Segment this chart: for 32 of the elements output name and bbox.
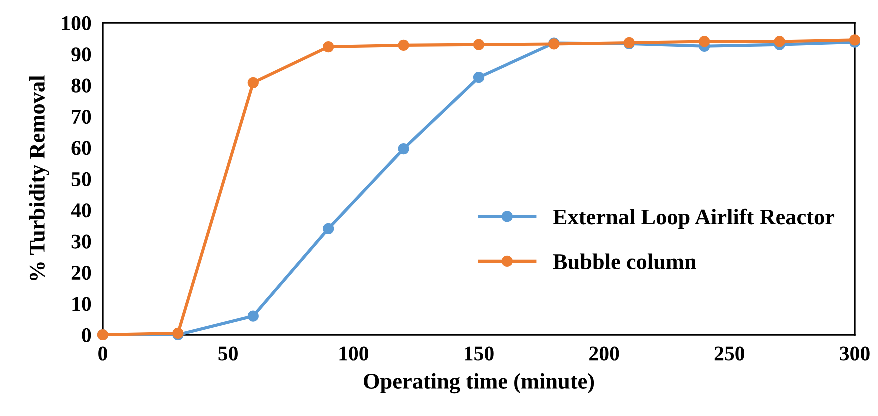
x-tick-label: 100 bbox=[340, 346, 368, 361]
legend-label: External Loop Airlift Reactor bbox=[553, 208, 835, 230]
y-tick-label: 40 bbox=[71, 204, 92, 218]
x-tick-label: 250 bbox=[714, 346, 744, 361]
y-tick-label: 0 bbox=[82, 328, 92, 342]
point bbox=[323, 223, 334, 234]
legend-label: Bubble column bbox=[553, 254, 696, 270]
point bbox=[473, 39, 485, 50]
point bbox=[248, 77, 259, 88]
y-tick-label: 80 bbox=[72, 78, 92, 93]
x-tick-label: 0 bbox=[98, 346, 108, 361]
y-tick-label: 10 bbox=[72, 297, 92, 312]
x-tick-label: 200 bbox=[590, 346, 620, 361]
y-tick-label: 100 bbox=[62, 16, 92, 30]
y-tick-label: 90 bbox=[72, 48, 92, 62]
y-axis-title: % Turbidity Removal bbox=[29, 76, 50, 280]
point bbox=[323, 41, 334, 53]
x-tick-label: 300 bbox=[840, 346, 870, 361]
point bbox=[398, 143, 410, 155]
point bbox=[398, 40, 410, 52]
x-tick-label: 50 bbox=[218, 346, 238, 361]
x-axis-title: Operating time (minute) bbox=[364, 373, 594, 394]
y-tick-label: 60 bbox=[72, 141, 92, 156]
y-tick-label: 20 bbox=[72, 266, 92, 280]
point bbox=[774, 36, 786, 48]
y-tick-label: 70 bbox=[72, 110, 92, 124]
y-tick-label: 30 bbox=[72, 234, 92, 249]
point bbox=[248, 310, 259, 322]
x-tick-label: 150 bbox=[465, 346, 494, 361]
point bbox=[473, 72, 485, 84]
point bbox=[699, 36, 710, 48]
y-tick-label: 50 bbox=[72, 172, 92, 186]
